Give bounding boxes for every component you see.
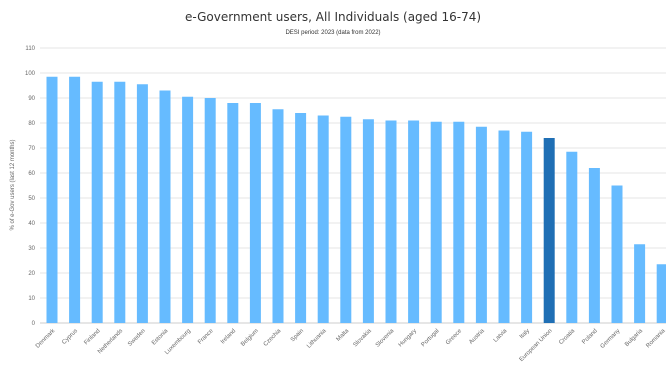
x-tick-label: Germany — [600, 328, 622, 350]
x-tick-label: Estonia — [151, 328, 170, 347]
x-tick-label: Czechia — [263, 328, 283, 348]
y-tick-label: 80 — [28, 121, 35, 127]
x-tick-label: Denmark — [35, 327, 57, 349]
bar[interactable] — [295, 113, 307, 323]
bar[interactable] — [182, 96, 194, 323]
x-tick-label: Ireland — [220, 328, 237, 345]
y-axis-ticks: 0 10 20 30 40 50 60 70 80 90 100 110 — [25, 46, 36, 327]
bars — [46, 76, 666, 324]
chart-subtitle: DESI period: 2023 (data from 2022) — [285, 30, 381, 36]
x-tick-label: Greece — [445, 328, 464, 347]
x-tick-label: France — [197, 328, 215, 346]
y-axis-label: % of e-Gov users (last 12 months) — [10, 139, 16, 230]
y-tick-label: 40 — [28, 221, 35, 227]
bar[interactable] — [340, 116, 352, 323]
y-tick-label: 10 — [28, 296, 35, 302]
y-tick-label: 50 — [28, 196, 35, 202]
bar[interactable] — [408, 120, 420, 324]
x-tick-label: Lithuania — [306, 328, 328, 350]
bar[interactable] — [362, 119, 374, 323]
x-tick-label: Romania — [645, 328, 666, 350]
y-tick-label: 110 — [25, 46, 35, 52]
y-tick-label: 60 — [28, 171, 35, 177]
bar[interactable] — [249, 103, 261, 323]
bar[interactable] — [566, 151, 578, 323]
bar[interactable] — [611, 185, 623, 324]
x-tick-label: Slovakia — [353, 328, 374, 349]
chart-title: e-Government users, All Individuals (age… — [184, 10, 482, 24]
y-tick-label: 20 — [28, 271, 35, 277]
bar[interactable] — [204, 98, 216, 323]
bar[interactable] — [430, 121, 442, 323]
x-tick-label: Italy — [519, 328, 531, 340]
bar[interactable] — [656, 264, 666, 323]
bar[interactable] — [475, 126, 487, 323]
x-tick-label: Latvia — [493, 328, 509, 344]
bar[interactable] — [91, 81, 103, 323]
bar[interactable] — [136, 84, 148, 323]
x-tick-label: Cyprus — [61, 328, 79, 346]
x-tick-label: Belgium — [240, 328, 260, 348]
y-tick-label: 0 — [32, 321, 36, 327]
bar[interactable] — [498, 130, 510, 324]
x-tick-label: Slovenia — [375, 328, 396, 349]
bar[interactable] — [46, 76, 58, 323]
bar[interactable] — [159, 90, 171, 324]
bar[interactable] — [385, 120, 397, 324]
y-tick-label: 100 — [25, 71, 36, 77]
bar[interactable] — [521, 131, 533, 323]
bar[interactable] — [114, 81, 126, 323]
bar[interactable] — [543, 138, 555, 323]
bar[interactable] — [453, 121, 465, 323]
x-tick-label: Sweden — [127, 328, 147, 348]
x-tick-label: Bulgaria — [624, 328, 644, 348]
bar[interactable] — [634, 244, 646, 323]
x-tick-label: Malta — [336, 328, 351, 343]
bar[interactable] — [317, 115, 329, 324]
bar[interactable] — [588, 168, 600, 323]
bar[interactable] — [272, 109, 284, 323]
y-tick-label: 70 — [28, 146, 35, 152]
x-tick-label: Hungary — [398, 328, 418, 348]
x-tick-label: Spain — [290, 328, 305, 343]
bar[interactable] — [69, 76, 81, 323]
x-tick-label: Portugal — [421, 328, 441, 348]
x-tick-label: Austria — [468, 328, 486, 346]
y-tick-label: 90 — [28, 96, 35, 102]
x-tick-label: Poland — [581, 328, 598, 345]
x-tick-label: Finland — [83, 328, 101, 346]
x-tick-label: Croatia — [558, 328, 576, 346]
y-tick-label: 30 — [28, 246, 35, 252]
bar[interactable] — [227, 103, 239, 323]
